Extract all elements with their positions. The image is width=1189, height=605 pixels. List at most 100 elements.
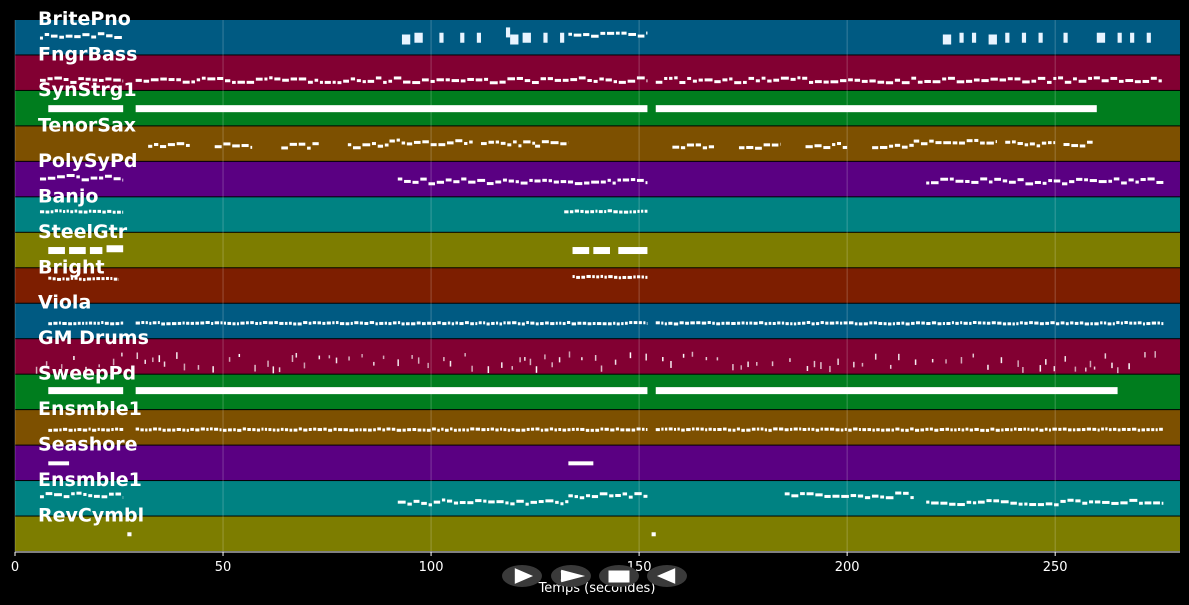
note	[383, 80, 387, 84]
note	[716, 322, 721, 326]
note	[1014, 77, 1021, 81]
note	[268, 428, 272, 432]
note	[162, 428, 166, 432]
note	[279, 321, 284, 325]
note	[355, 428, 359, 432]
note	[411, 355, 413, 359]
note	[929, 427, 933, 431]
note	[879, 145, 888, 149]
note	[183, 363, 186, 371]
track-band	[15, 303, 1180, 339]
note	[406, 142, 413, 146]
note	[607, 178, 611, 182]
play-button[interactable]: play	[502, 565, 542, 587]
note	[392, 321, 397, 325]
note	[646, 79, 648, 83]
note	[328, 428, 333, 432]
note	[781, 321, 785, 325]
note	[83, 492, 87, 496]
note	[303, 321, 308, 325]
note	[843, 321, 848, 325]
note	[633, 321, 638, 325]
note	[427, 321, 431, 325]
note	[1113, 427, 1117, 431]
note	[853, 427, 858, 431]
note	[1137, 321, 1142, 325]
note	[1000, 500, 1009, 504]
note	[960, 321, 963, 325]
note	[1024, 502, 1028, 506]
note	[120, 321, 124, 325]
note	[1052, 427, 1057, 431]
note	[1081, 428, 1086, 432]
note	[326, 321, 331, 325]
note	[751, 427, 756, 431]
note	[914, 428, 920, 432]
note	[535, 144, 541, 148]
note	[186, 321, 190, 325]
note	[670, 360, 672, 368]
note	[245, 321, 249, 325]
note	[85, 321, 88, 325]
note	[961, 428, 965, 432]
note	[436, 180, 444, 184]
note	[90, 176, 98, 180]
note	[618, 247, 648, 255]
note	[508, 179, 514, 183]
note	[789, 358, 791, 362]
note	[421, 501, 427, 505]
note	[1072, 428, 1076, 432]
note	[460, 79, 466, 83]
note	[135, 105, 648, 113]
note	[986, 141, 994, 145]
note	[379, 321, 384, 325]
note	[1079, 321, 1084, 325]
note	[83, 210, 88, 214]
note	[1103, 321, 1107, 325]
note	[135, 321, 140, 325]
note	[790, 77, 796, 81]
note	[939, 428, 945, 432]
note	[97, 209, 102, 213]
note	[167, 428, 171, 432]
note	[634, 492, 642, 496]
track-band	[15, 161, 1180, 197]
note	[397, 359, 399, 367]
note	[211, 321, 214, 325]
note	[872, 146, 879, 150]
note	[195, 428, 200, 432]
note	[570, 78, 578, 82]
note	[971, 32, 977, 43]
note	[1041, 141, 1047, 145]
note	[386, 427, 391, 431]
fast-forward-button[interactable]: fast-forward	[551, 565, 591, 587]
note	[350, 77, 356, 81]
rewind-button[interactable]: rewind	[647, 565, 687, 587]
note	[298, 427, 302, 431]
note	[223, 142, 231, 146]
note	[214, 321, 220, 325]
note	[499, 322, 503, 326]
note	[664, 76, 668, 80]
note	[602, 322, 607, 326]
stop-button[interactable]: stop	[599, 565, 639, 587]
note	[686, 428, 691, 432]
note	[1031, 79, 1037, 83]
note	[1060, 499, 1066, 503]
note	[1130, 32, 1135, 43]
note	[232, 322, 236, 326]
note	[464, 321, 469, 325]
note	[972, 321, 977, 325]
note	[88, 494, 93, 498]
note	[800, 492, 805, 496]
note	[1005, 140, 1011, 144]
note	[1069, 180, 1075, 184]
note	[152, 357, 154, 363]
note	[488, 140, 494, 144]
note	[708, 427, 712, 431]
note	[222, 428, 227, 432]
note	[915, 321, 920, 325]
note	[832, 494, 840, 498]
note	[337, 81, 342, 85]
note	[1037, 76, 1046, 80]
